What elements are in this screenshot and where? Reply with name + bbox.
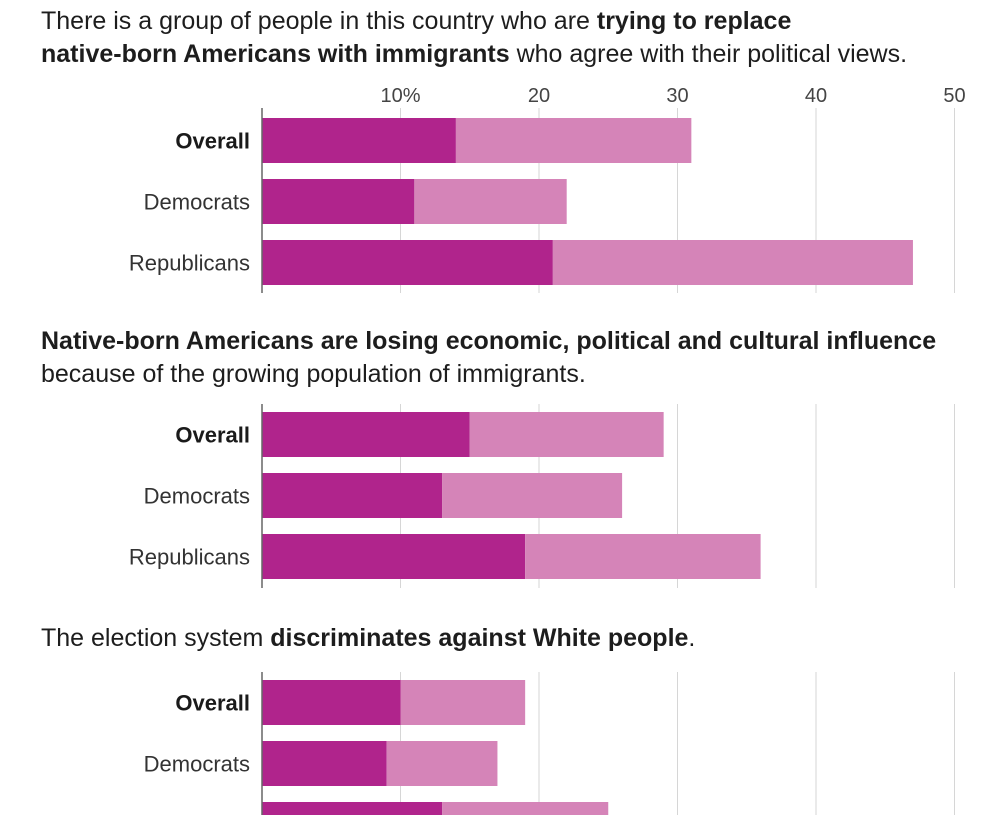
bar-segment-light — [455, 118, 692, 163]
bar-segment-light — [386, 741, 498, 786]
bar-segment-dark — [262, 741, 387, 786]
chart-1-title-text: who agree with their political views. — [509, 40, 908, 68]
chart-3-title-emphasis: discriminates against White people — [270, 624, 689, 652]
category-label: Republicans — [129, 545, 250, 570]
category-label: Democrats — [144, 190, 250, 215]
x-tick-label: 40 — [805, 85, 827, 107]
x-tick-label: 30 — [666, 85, 688, 107]
category-label: Republicans — [129, 251, 250, 276]
bar-segment-dark — [262, 179, 415, 224]
x-tick-label: 10% — [380, 85, 420, 107]
category-label: Democrats — [144, 752, 250, 777]
category-label: Republicans — [129, 813, 250, 815]
bar-segment-dark — [262, 412, 470, 457]
bar-segment-dark — [262, 240, 553, 285]
bar-segment-dark — [262, 118, 456, 163]
chart-1: 10% 20 30 40 50 Overall Democrats Republicans — [129, 85, 966, 293]
chart-3-title: The election system discriminates agains… — [41, 622, 695, 655]
bar-segment-dark — [262, 680, 401, 725]
chart-1-title-emphasis: native-born Americans with immigrants — [41, 40, 510, 68]
bar-segment-light — [400, 680, 526, 725]
category-label: Overall — [175, 423, 250, 448]
bar-segment-light — [552, 240, 913, 285]
chart-1-title-text: There is a group of people in this count… — [41, 7, 597, 35]
chart-3-title-text: The election system — [41, 624, 271, 652]
chart-3: Overall Democrats Republicans — [129, 672, 955, 815]
bar-segment-light — [525, 534, 761, 579]
chart-2: Overall Democrats Republicans — [129, 404, 955, 588]
chart-2-title: Native-born Americans are losing economi… — [41, 325, 936, 391]
bar-segment-dark — [262, 473, 443, 518]
bar-segment-light — [469, 412, 664, 457]
chart-1-title-emphasis: trying to replace — [596, 7, 792, 35]
chart-2-title-emphasis: Native-born Americans are losing economi… — [41, 327, 937, 355]
bar-segment-light — [414, 179, 567, 224]
category-label: Overall — [175, 129, 250, 154]
x-tick-label: 20 — [528, 85, 550, 107]
category-label: Democrats — [144, 484, 250, 509]
chart-2-title-text: because of the growing population of imm… — [41, 360, 586, 388]
bar-segment-dark — [262, 802, 443, 815]
x-tick-label: 50 — [943, 85, 965, 107]
bar-segment-dark — [262, 534, 526, 579]
category-label: Overall — [175, 691, 250, 716]
chart-1-title: There is a group of people in this count… — [41, 5, 907, 71]
bar-segment-light — [442, 473, 623, 518]
chart-3-title-text: . — [688, 624, 696, 652]
bar-segment-light — [442, 802, 609, 815]
